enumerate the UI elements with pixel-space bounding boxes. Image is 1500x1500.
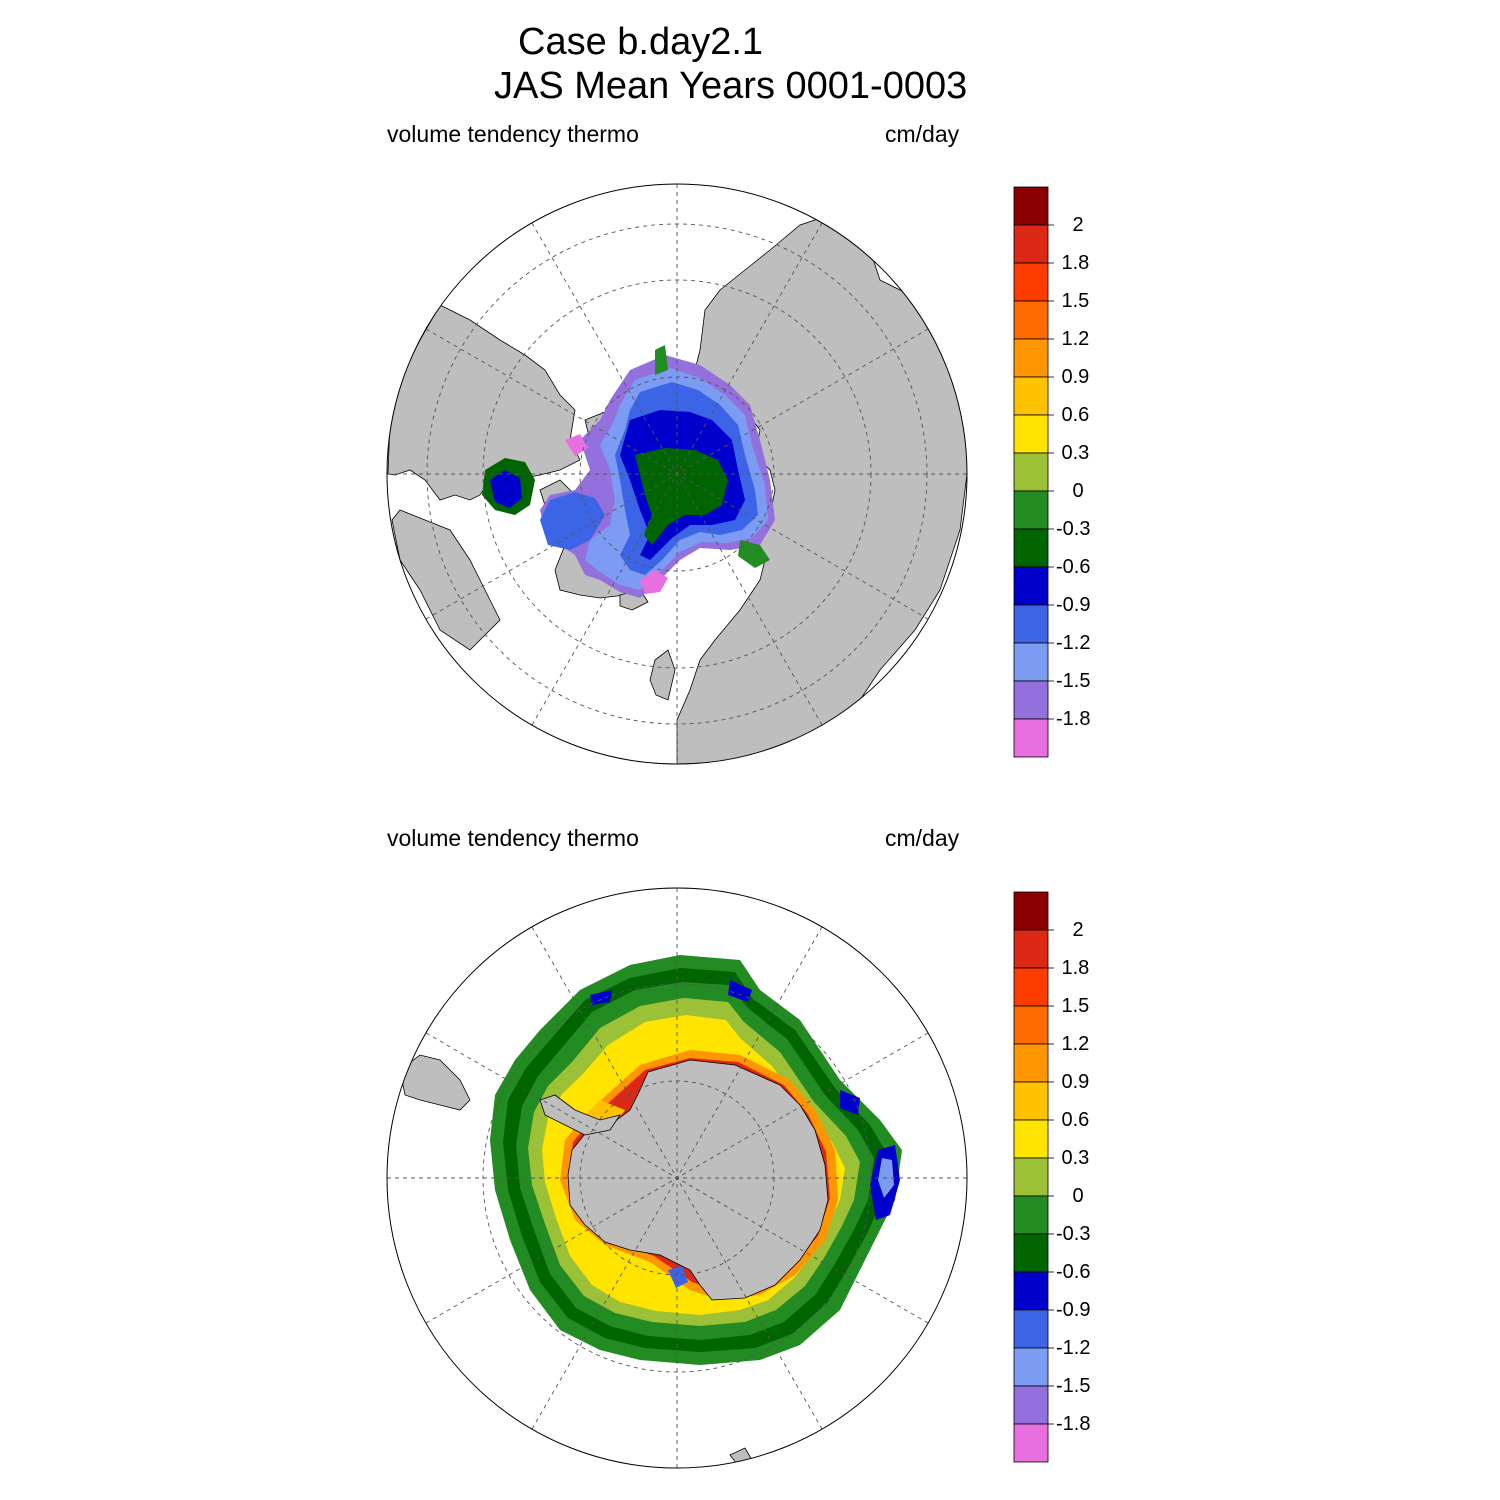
- figure-title-line2: JAS Mean Years 0001-0003: [494, 65, 968, 107]
- south-units-label: cm/day: [885, 825, 960, 851]
- north-colorbar-swatch: [1013, 490, 1049, 530]
- north-colorbar-swatch: [1013, 262, 1049, 302]
- south-colorbar-label: -0.3: [1056, 1223, 1091, 1245]
- south-colorbar-label: -1.8: [1056, 1413, 1091, 1435]
- south-colorbar-swatch: [1013, 1423, 1049, 1463]
- north-colorbar-swatch: [1013, 300, 1049, 340]
- south-colorbar-swatch: [1013, 1385, 1049, 1425]
- south-variable-label: volume tendency thermo: [387, 825, 639, 851]
- north-colorbar-label: -1.2: [1056, 632, 1091, 654]
- north-colorbar-label: -0.3: [1056, 518, 1091, 540]
- north-pink-patch: [565, 434, 668, 594]
- south-map-border: [386, 887, 968, 1469]
- north-colorbar-label: 0.9: [1061, 366, 1090, 388]
- south-colorbar-label: -1.5: [1056, 1375, 1091, 1397]
- north-colorbar-label: -0.6: [1056, 556, 1091, 578]
- north-ice-green-edge: [655, 345, 770, 568]
- north-baffin-blue: [540, 492, 605, 550]
- north-colorbar-swatch: [1013, 224, 1049, 264]
- south-ice-blue-patch-south: [668, 1266, 688, 1288]
- south-colorbar-label: 0: [1072, 1185, 1084, 1207]
- south-colorbar-label: -0.6: [1056, 1261, 1091, 1283]
- land-antarctica: [567, 1059, 829, 1301]
- north-colorbar-label: 2: [1072, 214, 1084, 236]
- north-colorbar-swatch: [1013, 680, 1049, 720]
- north-colorbar-label: 1.8: [1061, 252, 1090, 274]
- south-colorbar-swatch: [1013, 1005, 1049, 1045]
- north-colorbar: [1013, 186, 1054, 758]
- figure-title-line1: Case b.day2.1: [518, 21, 764, 63]
- south-polar-map: [386, 887, 968, 1469]
- north-colorbar-swatch: [1013, 642, 1049, 682]
- south-colorbar-swatch: [1013, 1271, 1049, 1311]
- south-colorbar-swatch: [1013, 1043, 1049, 1083]
- south-colorbar-swatch: [1013, 891, 1049, 931]
- south-colorbar-label: 0.9: [1061, 1071, 1090, 1093]
- south-colorbar-swatch: [1013, 1233, 1049, 1273]
- south-colorbar-swatch: [1013, 1309, 1049, 1349]
- south-colorbar-label: 1.5: [1061, 995, 1090, 1017]
- north-colorbar-label: 0.3: [1061, 442, 1090, 464]
- north-colorbar-swatch: [1013, 186, 1049, 226]
- south-colorbar-swatch: [1013, 929, 1049, 969]
- south-colorbar-label: -1.2: [1056, 1337, 1091, 1359]
- north-colorbar-swatch: [1013, 528, 1049, 568]
- north-colorbar-label: 0.6: [1061, 404, 1090, 426]
- north-hudson-bay-blue: [490, 470, 522, 508]
- south-colorbar-label: 1.8: [1061, 957, 1090, 979]
- land-south-america: [399, 1054, 471, 1111]
- north-colorbar-swatch: [1013, 452, 1049, 492]
- north-variable-label: volume tendency thermo: [387, 121, 639, 147]
- north-ice-dark-green: [635, 448, 728, 545]
- north-colorbar-swatch: [1013, 604, 1049, 644]
- north-map-border: [386, 183, 968, 765]
- north-colorbar-label: -0.9: [1056, 594, 1091, 616]
- land-antarctic-peninsula: [539, 1094, 621, 1136]
- south-colorbar: [1013, 891, 1054, 1463]
- north-colorbar-swatch: [1013, 566, 1049, 606]
- south-colorbar-label: 0.3: [1061, 1147, 1090, 1169]
- north-colorbar-swatch: [1013, 718, 1049, 758]
- south-colorbar-label: 2: [1072, 919, 1084, 941]
- north-ice-field: [482, 345, 775, 598]
- land-uk: [649, 649, 676, 701]
- south-colorbar-swatch: [1013, 967, 1049, 1007]
- south-colorbar-swatch: [1013, 1347, 1049, 1387]
- south-graticule: [387, 888, 967, 1468]
- south-colorbar-swatch: [1013, 1119, 1049, 1159]
- south-colorbar-swatch: [1013, 1195, 1049, 1235]
- north-colorbar-label: 1.5: [1061, 290, 1090, 312]
- north-colorbar-swatch: [1013, 414, 1049, 454]
- south-colorbar-label: 1.2: [1061, 1033, 1090, 1055]
- north-colorbar-label: 0: [1072, 480, 1084, 502]
- south-colorbar-label: 0.6: [1061, 1109, 1090, 1131]
- north-graticule: [387, 184, 967, 764]
- south-colorbar-swatch: [1013, 1081, 1049, 1121]
- north-colorbar-swatch: [1013, 376, 1049, 416]
- north-units-label: cm/day: [885, 121, 960, 147]
- north-colorbar-swatch: [1013, 338, 1049, 378]
- south-colorbar-swatch: [1013, 1157, 1049, 1197]
- south-colorbar-label: -0.9: [1056, 1299, 1091, 1321]
- north-colorbar-label: -1.5: [1056, 670, 1091, 692]
- north-land: [387, 214, 967, 764]
- north-colorbar-label: 1.2: [1061, 328, 1090, 350]
- north-polar-map: [386, 183, 968, 765]
- north-colorbar-label: -1.8: [1056, 708, 1091, 730]
